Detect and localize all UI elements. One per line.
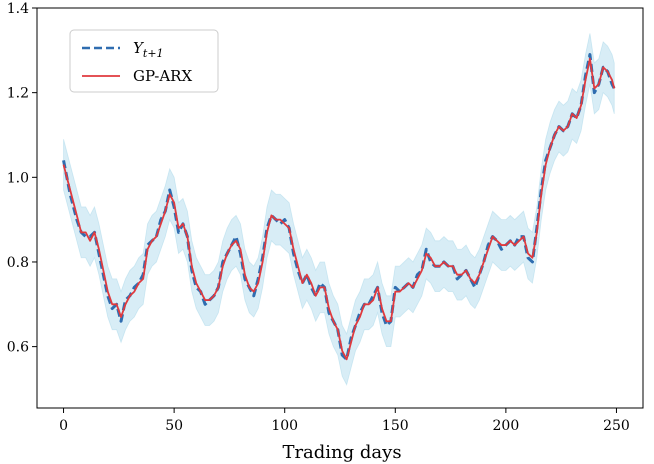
confidence-band-layer xyxy=(63,33,615,386)
x-tick-label: 50 xyxy=(165,418,183,434)
y-tick-label: 1.4 xyxy=(7,1,29,17)
x-tick-label: 250 xyxy=(603,418,630,434)
x-axis-ticks: 0 50 100 150 200 250 xyxy=(59,408,630,434)
legend-label-actual-sub: t+1 xyxy=(143,47,164,60)
x-tick-label: 150 xyxy=(382,418,409,434)
series-layer xyxy=(62,53,616,361)
y-tick-label: 1.2 xyxy=(7,86,29,102)
gp-arx-confidence-band xyxy=(63,33,615,386)
x-tick-label: 0 xyxy=(59,418,68,434)
y-axis-ticks: 0.6 0.8 1.0 1.2 1.4 xyxy=(7,1,37,356)
legend-label-actual-main: Y xyxy=(133,39,145,57)
legend: Yt+1 GP-ARX xyxy=(69,29,219,93)
y-tick-label: 1.0 xyxy=(7,170,29,186)
legend-label-actual: Yt+1 xyxy=(133,39,164,60)
y-tick-label: 0.6 xyxy=(7,340,29,356)
x-axis-title: Trading days xyxy=(282,442,401,463)
x-tick-label: 200 xyxy=(493,418,520,434)
plot-frame xyxy=(36,7,644,409)
legend-label-gp-arx: GP-ARX xyxy=(133,67,192,85)
x-tick-label: 100 xyxy=(271,418,298,434)
y-tick-label: 0.8 xyxy=(7,255,29,271)
series-line-gp-arx xyxy=(62,57,616,361)
series-line-actual xyxy=(62,53,616,361)
